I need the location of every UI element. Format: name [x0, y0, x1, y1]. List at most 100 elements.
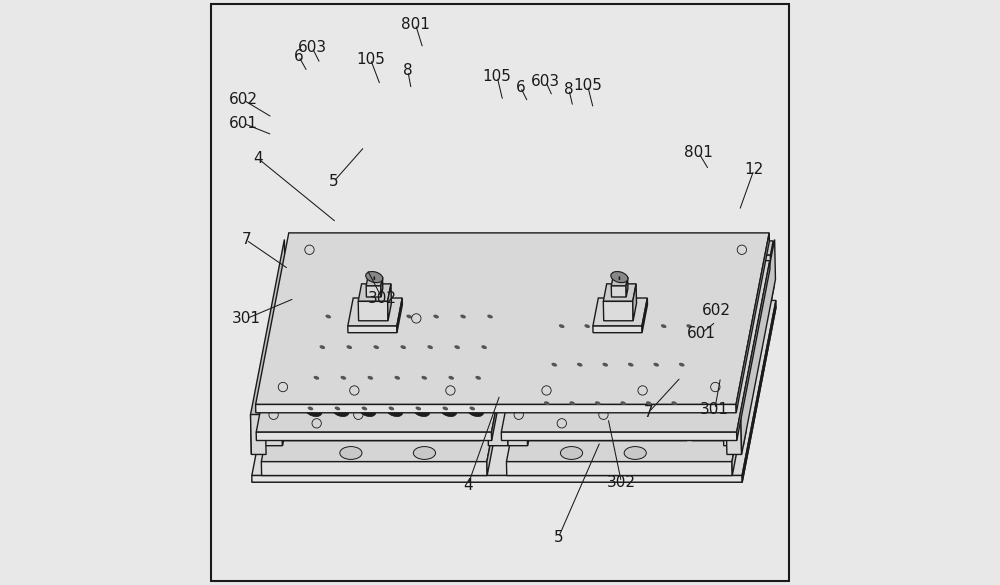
- Polygon shape: [555, 241, 558, 300]
- Polygon shape: [262, 400, 282, 446]
- Ellipse shape: [448, 376, 454, 380]
- Ellipse shape: [635, 324, 641, 328]
- Polygon shape: [252, 301, 776, 476]
- Polygon shape: [507, 386, 529, 400]
- Ellipse shape: [676, 361, 693, 373]
- Polygon shape: [535, 255, 556, 300]
- Polygon shape: [742, 386, 746, 446]
- Ellipse shape: [574, 361, 591, 373]
- Ellipse shape: [595, 401, 601, 405]
- Text: 601: 601: [687, 326, 716, 341]
- Ellipse shape: [567, 400, 584, 411]
- Polygon shape: [280, 300, 507, 433]
- Polygon shape: [348, 326, 397, 333]
- Text: 7: 7: [644, 405, 654, 419]
- Ellipse shape: [398, 344, 415, 355]
- Text: 5: 5: [329, 174, 338, 189]
- Ellipse shape: [559, 324, 565, 328]
- Ellipse shape: [323, 313, 340, 325]
- Ellipse shape: [377, 313, 394, 325]
- Polygon shape: [535, 241, 557, 255]
- Ellipse shape: [684, 323, 700, 334]
- Ellipse shape: [658, 323, 675, 334]
- Ellipse shape: [473, 374, 490, 386]
- Ellipse shape: [427, 345, 433, 349]
- Polygon shape: [397, 298, 402, 333]
- Ellipse shape: [421, 376, 427, 380]
- Polygon shape: [264, 418, 746, 424]
- Ellipse shape: [365, 374, 382, 386]
- Ellipse shape: [560, 446, 583, 459]
- Ellipse shape: [419, 374, 436, 386]
- Ellipse shape: [669, 400, 686, 411]
- Polygon shape: [603, 301, 633, 321]
- Text: 6: 6: [516, 80, 525, 95]
- Ellipse shape: [651, 361, 668, 373]
- Polygon shape: [507, 386, 511, 446]
- Polygon shape: [611, 277, 628, 286]
- Polygon shape: [692, 431, 736, 441]
- Polygon shape: [281, 336, 762, 341]
- Ellipse shape: [467, 405, 484, 417]
- Polygon shape: [261, 462, 487, 476]
- Text: 12: 12: [744, 163, 763, 177]
- Ellipse shape: [541, 400, 558, 411]
- Polygon shape: [487, 287, 521, 476]
- Polygon shape: [252, 476, 742, 482]
- Ellipse shape: [404, 313, 420, 325]
- Polygon shape: [642, 298, 647, 333]
- Ellipse shape: [325, 315, 331, 318]
- Text: 105: 105: [356, 51, 385, 67]
- Ellipse shape: [308, 407, 313, 410]
- Text: 603: 603: [298, 40, 327, 55]
- Polygon shape: [256, 432, 492, 441]
- Ellipse shape: [485, 313, 501, 325]
- Ellipse shape: [389, 407, 394, 410]
- Polygon shape: [251, 415, 266, 455]
- Polygon shape: [251, 239, 285, 455]
- Polygon shape: [358, 301, 388, 321]
- Text: 603: 603: [531, 74, 560, 89]
- Ellipse shape: [452, 344, 468, 355]
- Ellipse shape: [340, 446, 362, 459]
- Ellipse shape: [620, 401, 626, 405]
- Ellipse shape: [653, 363, 659, 367]
- Text: 4: 4: [463, 477, 473, 493]
- Polygon shape: [723, 400, 743, 446]
- Text: 601: 601: [229, 116, 258, 131]
- Ellipse shape: [544, 401, 550, 405]
- Polygon shape: [282, 386, 285, 446]
- Ellipse shape: [392, 374, 409, 386]
- Polygon shape: [520, 433, 687, 441]
- Ellipse shape: [335, 407, 340, 410]
- Ellipse shape: [582, 323, 599, 334]
- Ellipse shape: [671, 401, 677, 405]
- Polygon shape: [348, 298, 402, 326]
- Polygon shape: [285, 339, 756, 341]
- Polygon shape: [516, 241, 538, 255]
- Ellipse shape: [679, 363, 685, 367]
- Ellipse shape: [368, 376, 373, 380]
- Ellipse shape: [362, 407, 367, 410]
- Polygon shape: [726, 415, 742, 455]
- Polygon shape: [736, 233, 769, 413]
- Ellipse shape: [475, 376, 481, 380]
- Ellipse shape: [338, 374, 355, 386]
- Ellipse shape: [320, 345, 325, 349]
- Ellipse shape: [610, 324, 615, 328]
- Ellipse shape: [352, 315, 358, 318]
- Text: 8: 8: [564, 82, 574, 97]
- Ellipse shape: [386, 405, 403, 417]
- Text: 301: 301: [232, 311, 261, 326]
- Ellipse shape: [442, 407, 448, 410]
- Text: 105: 105: [573, 78, 602, 93]
- Ellipse shape: [628, 363, 634, 367]
- Polygon shape: [366, 286, 381, 297]
- Ellipse shape: [413, 405, 430, 417]
- Ellipse shape: [359, 405, 376, 417]
- Ellipse shape: [311, 374, 328, 386]
- Ellipse shape: [379, 315, 385, 318]
- Ellipse shape: [431, 313, 447, 325]
- Ellipse shape: [600, 361, 617, 373]
- Polygon shape: [593, 326, 642, 333]
